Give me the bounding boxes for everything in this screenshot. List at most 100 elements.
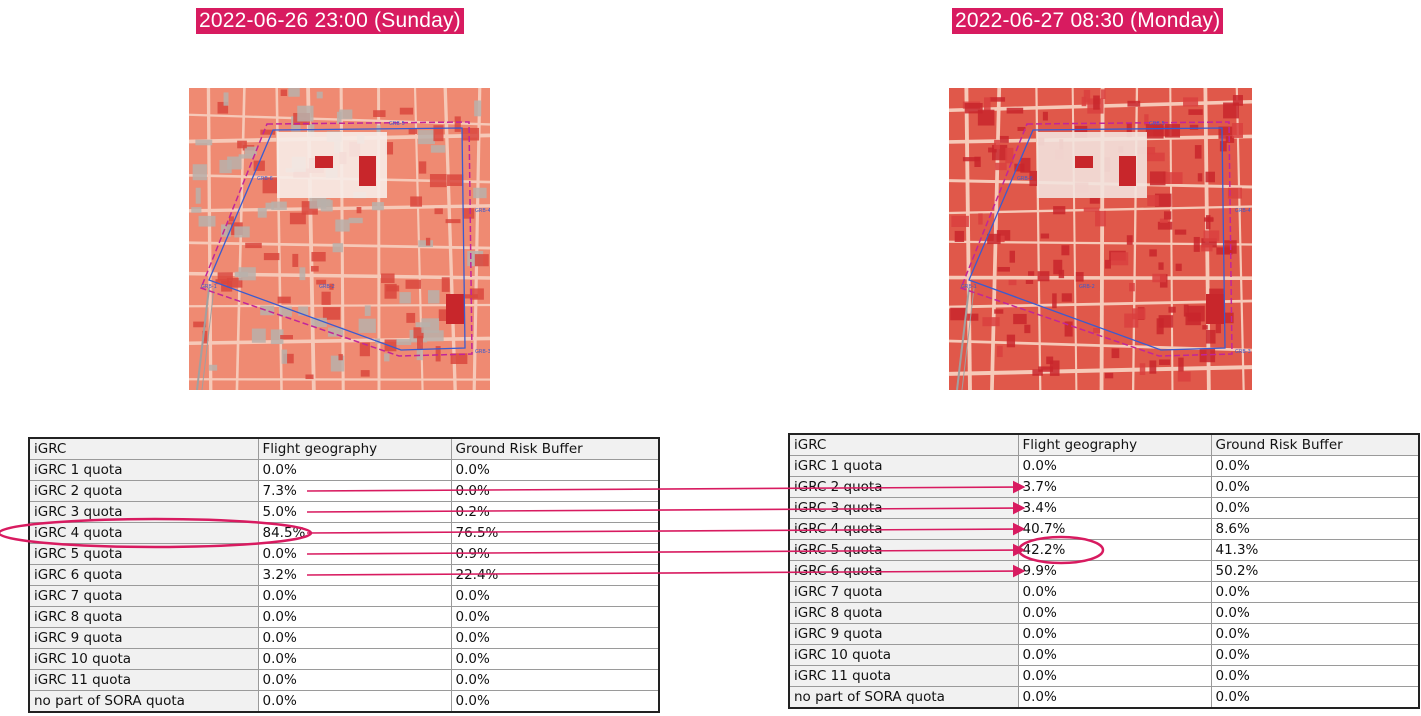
street (206, 88, 213, 390)
table-row: iGRC 9 quota 0.0% 0.0% (28, 627, 660, 649)
building (454, 116, 461, 132)
building (469, 288, 484, 300)
building (445, 219, 461, 224)
building (1053, 206, 1066, 215)
row-label: iGRC 7 quota (788, 581, 1019, 603)
building (1105, 372, 1114, 379)
flight-geography-value: 42.2% (1017, 539, 1212, 561)
building (322, 307, 341, 320)
flight-geography-outline (968, 127, 1226, 351)
building (996, 230, 1011, 241)
building (1159, 359, 1171, 365)
flight-geography-value: 0.0% (1017, 665, 1212, 687)
building (1149, 360, 1157, 374)
building (1110, 252, 1129, 266)
building (332, 243, 344, 253)
building (257, 207, 267, 218)
building (1175, 263, 1182, 271)
building (281, 349, 288, 364)
table-row: iGRC 4 quota 84.5% 76.5% (28, 522, 660, 544)
building (316, 279, 327, 285)
building (447, 174, 464, 186)
building (418, 130, 435, 145)
building (418, 240, 433, 248)
building (399, 107, 414, 115)
table-row: iGRC 10 quota 0.0% 0.0% (28, 648, 660, 670)
building (359, 342, 370, 357)
table-row: iGRC 3 quota 5.0% 0.2% (28, 501, 660, 523)
building (1038, 366, 1054, 372)
right-risk-map: GRB-5 GRB-6 GRB-4 GRB-3 GRB-2 GRB-1 (949, 88, 1252, 390)
building (288, 88, 300, 97)
building (1163, 211, 1172, 220)
building (433, 125, 444, 142)
building (1183, 97, 1199, 107)
ground-risk-buffer-value: 0.0% (450, 459, 660, 481)
building (1095, 210, 1106, 227)
building (1183, 304, 1189, 317)
flight-geography-value: 0.0% (1017, 686, 1212, 709)
building (1205, 329, 1216, 344)
ground-risk-buffer-value: 0.0% (1210, 476, 1420, 498)
building (221, 224, 232, 237)
building (967, 313, 979, 321)
right-date-label: 2022-06-27 08:30 (Monday) (952, 8, 1224, 34)
building (1149, 249, 1157, 257)
flight-geography-value: 0.0% (257, 606, 452, 628)
map-area-label: GRB-4 (475, 208, 490, 214)
flight-geography-value: 7.3% (257, 480, 452, 502)
building (309, 196, 327, 209)
building (195, 139, 213, 146)
building (416, 345, 423, 361)
row-label: iGRC 4 quota (788, 518, 1019, 540)
building (995, 162, 1007, 171)
street (1235, 88, 1245, 390)
building (384, 353, 390, 362)
row-label: iGRC 7 quota (28, 585, 259, 607)
building (348, 217, 363, 224)
map-area-label: GRB-2 (319, 284, 335, 290)
row-label: iGRC 8 quota (28, 606, 259, 628)
building (1013, 313, 1027, 325)
building (1139, 363, 1146, 376)
building (1132, 308, 1146, 320)
building (1017, 126, 1026, 131)
building (408, 128, 418, 135)
row-label: iGRC 5 quota (28, 543, 259, 565)
building (994, 309, 1004, 314)
building (1223, 102, 1239, 119)
flight-geography-value: 0.0% (257, 669, 452, 691)
ground-risk-buffer-value: 0.0% (450, 690, 660, 713)
building (1009, 250, 1016, 263)
building (283, 353, 294, 364)
building (1149, 171, 1166, 186)
column-header: Ground Risk Buffer (1210, 433, 1420, 456)
building (989, 97, 1006, 102)
column-header: Ground Risk Buffer (450, 437, 660, 460)
building (217, 101, 229, 114)
row-label: iGRC 3 quota (28, 501, 259, 523)
building (297, 105, 314, 122)
street (964, 88, 972, 390)
table-row: iGRC 2 quota 3.7% 0.0% (788, 476, 1420, 498)
street (949, 365, 1252, 376)
building (270, 329, 284, 345)
left-date-label: 2022-06-26 23:00 (Sunday) (196, 8, 464, 34)
flight-geography-value: 0.0% (1017, 581, 1212, 603)
row-label: no part of SORA quota (788, 686, 1019, 709)
building (311, 252, 326, 262)
ground-risk-buffer-value: 0.0% (1210, 497, 1420, 519)
ground-risk-buffer-value: 0.0% (450, 669, 660, 691)
building (435, 346, 441, 362)
column-header: Flight geography (1017, 433, 1212, 456)
building (1201, 238, 1217, 248)
ground-risk-buffer-value: 0.0% (1210, 602, 1420, 624)
building (310, 265, 319, 272)
building (470, 254, 476, 266)
building (384, 339, 397, 352)
row-label: iGRC 10 quota (788, 644, 1019, 666)
building (271, 201, 287, 210)
table-row: iGRC 11 quota 0.0% 0.0% (28, 669, 660, 691)
building (193, 321, 207, 328)
map-area-label: GRB-4 (1235, 208, 1251, 214)
